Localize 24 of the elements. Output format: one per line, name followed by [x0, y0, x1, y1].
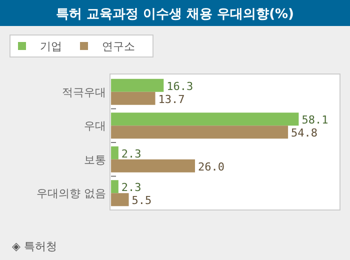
- chart-title: 특허 교육과정 이수생 채용 우대의향(%): [56, 7, 294, 22]
- y-tick-label: 우대의향 없음: [36, 187, 106, 200]
- bar: [111, 92, 156, 105]
- y-tick-label: 보통: [84, 153, 106, 166]
- data-label: 16.3: [166, 80, 194, 93]
- bar: [111, 193, 129, 206]
- bar: [111, 146, 118, 160]
- data-label: 26.0: [198, 160, 224, 174]
- legend-label: 연구소: [102, 40, 135, 53]
- bar: [111, 112, 299, 126]
- data-label: 58.1: [302, 114, 328, 127]
- text: ◈ 특허청: [12, 240, 57, 253]
- y-tick-label: 우대: [84, 120, 106, 133]
- bar: [111, 126, 288, 139]
- data-label: 54.8: [291, 126, 318, 140]
- data-label: 5.5: [132, 194, 152, 208]
- bar: [111, 159, 195, 172]
- bar: [111, 180, 118, 194]
- bar: [111, 78, 164, 92]
- data-label: 2.3: [121, 181, 142, 194]
- y-tick-label: 적극우대: [62, 86, 106, 99]
- data-label: 13.7: [158, 92, 185, 106]
- legend-label: 기업: [40, 40, 62, 53]
- data-label: 2.3: [121, 147, 142, 160]
